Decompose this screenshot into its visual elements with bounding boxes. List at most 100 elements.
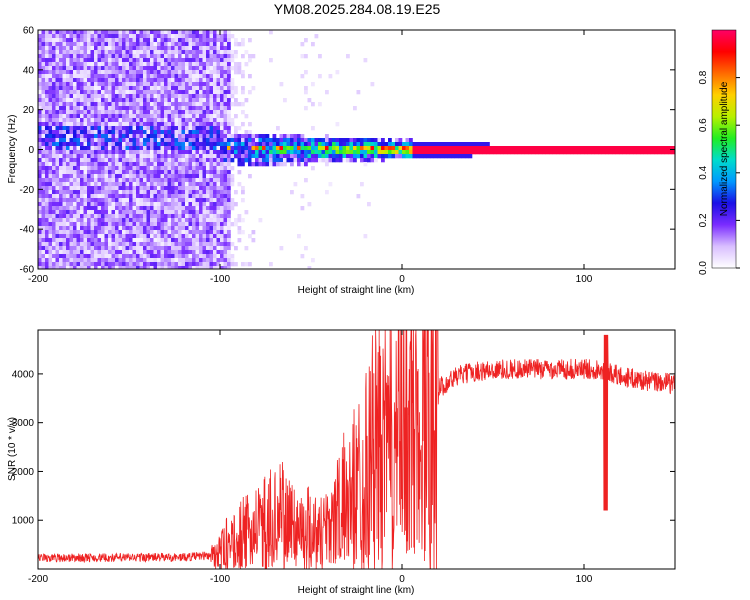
heatmap-cell-3971 bbox=[668, 146, 672, 151]
heatmap-cell-839 bbox=[83, 266, 88, 269]
heatmap-cell-3774 bbox=[402, 150, 406, 155]
heatmap-cell-2720 bbox=[195, 110, 200, 115]
heatmap-cell-1738 bbox=[136, 262, 140, 267]
heatmap-cell-1441 bbox=[122, 34, 126, 39]
heatmap-cell-3367 bbox=[237, 146, 242, 151]
heatmap-cell-2419 bbox=[178, 106, 182, 111]
heatmap-cell-2738 bbox=[195, 182, 200, 187]
heatmap-cell-2421 bbox=[178, 114, 182, 119]
heatmap-cell-2467 bbox=[181, 58, 186, 63]
heatmap-cell-3058 bbox=[213, 262, 217, 267]
heatmap-cell-2577 bbox=[185, 258, 189, 263]
heatmap-cell-2054 bbox=[157, 86, 161, 91]
heatmap-cell-1381 bbox=[118, 34, 123, 39]
heatmap-cell-583 bbox=[69, 202, 74, 207]
heatmap-cell-1715 bbox=[136, 170, 140, 175]
heatmap-cell-3260 bbox=[227, 110, 231, 115]
heatmap-cell-2636 bbox=[188, 254, 193, 259]
heatmap-cell-1049 bbox=[97, 146, 102, 151]
heatmap-cell-940 bbox=[90, 190, 95, 195]
heatmap-cell-595 bbox=[69, 250, 74, 255]
heatmap-cell-660 bbox=[76, 30, 81, 35]
heatmap-cell-668 bbox=[76, 62, 81, 67]
heatmap-cell-1551 bbox=[125, 234, 130, 239]
heatmap-cell-2727 bbox=[195, 138, 200, 143]
heatmap-cell-2562 bbox=[185, 198, 189, 203]
heatmap-cell-2745 bbox=[195, 210, 200, 215]
heatmap-cell-602 bbox=[73, 38, 77, 43]
heatmap-cell-2822 bbox=[202, 38, 207, 43]
heatmap-cell-2355 bbox=[174, 90, 179, 95]
heatmap-cell-1890 bbox=[146, 150, 151, 155]
heatmap-cell-3555 bbox=[297, 154, 301, 159]
heatmap-cell-3623 bbox=[318, 154, 322, 159]
heatmap-cell-1451 bbox=[122, 74, 126, 79]
heatmap-cell-3279 bbox=[227, 186, 231, 191]
heatmap-cell-38 bbox=[38, 182, 42, 187]
heatmap-cell-838 bbox=[83, 262, 88, 267]
heatmap-cell-3038 bbox=[213, 182, 217, 187]
heatmap-cell-2395 bbox=[174, 250, 179, 255]
heatmap-cell-706 bbox=[76, 214, 81, 219]
heatmap-cell-178 bbox=[45, 262, 49, 267]
heatmap-cell-407 bbox=[59, 218, 63, 223]
heatmap-cell-1225 bbox=[108, 130, 112, 135]
heatmap-cell-491 bbox=[66, 74, 70, 79]
heatmap-cell-558 bbox=[69, 102, 74, 107]
heatmap-cell-224 bbox=[48, 206, 53, 211]
heatmap-cell-438 bbox=[62, 102, 67, 107]
heatmap-cell-1236 bbox=[108, 174, 112, 179]
heatmap-cell-3530 bbox=[286, 150, 291, 155]
heatmap-cell-1334 bbox=[115, 86, 119, 91]
heatmap-cell-1903 bbox=[146, 202, 151, 207]
heatmap-cell-3054 bbox=[213, 246, 217, 251]
heatmap-cell-2532 bbox=[185, 78, 189, 83]
heatmap-cell-3706 bbox=[360, 154, 364, 159]
heatmap-cell-1514 bbox=[125, 86, 130, 91]
heatmap-cell-1028 bbox=[97, 62, 102, 67]
heatmap-cell-589 bbox=[69, 226, 74, 231]
heatmap-cell-292 bbox=[52, 238, 56, 243]
heatmap-cell-1680 bbox=[136, 30, 140, 35]
heatmap-cell-684 bbox=[76, 126, 81, 131]
heatmap-cell-2959 bbox=[209, 106, 214, 111]
heatmap-cell-1569 bbox=[129, 66, 133, 71]
heatmap-cell-3262 bbox=[227, 118, 231, 123]
heatmap-cell-2237 bbox=[167, 98, 172, 103]
heatmap-cell-1736 bbox=[136, 254, 140, 259]
heatmap-cell-2305 bbox=[171, 130, 175, 135]
heatmap-cell-1366 bbox=[115, 214, 119, 219]
heatmap-cell-2674 bbox=[192, 166, 196, 171]
heatmap-cell-1196 bbox=[104, 254, 109, 259]
heatmap-cell-1391 bbox=[118, 74, 123, 79]
heatmap-cell-1799 bbox=[139, 266, 144, 269]
heatmap-cell-3615 bbox=[314, 158, 319, 163]
heatmap-cell-2207 bbox=[164, 218, 168, 223]
heatmap-cell-464 bbox=[62, 206, 67, 211]
heatmap-cell-1943 bbox=[150, 122, 154, 127]
heatmap-cell-2086 bbox=[157, 214, 161, 219]
heatmap-cell-842 bbox=[87, 38, 91, 43]
heatmap-cell-2813 bbox=[199, 242, 203, 247]
heatmap-cell-453 bbox=[62, 162, 67, 167]
heatmap-cell-1007 bbox=[94, 218, 98, 223]
heatmap-cell-1092 bbox=[101, 78, 105, 83]
heatmap-cell-365 bbox=[59, 50, 63, 55]
heatmap-cell-1641 bbox=[132, 114, 137, 119]
heatmap-cell-2000 bbox=[153, 110, 158, 115]
heatmap-cell-2551 bbox=[185, 154, 189, 159]
heatmap-cell-2399 bbox=[174, 266, 179, 269]
heatmap-cell-53 bbox=[38, 242, 42, 247]
heatmap-cell-1382 bbox=[118, 38, 123, 43]
heatmap-cell-1978 bbox=[150, 262, 154, 267]
heatmap-cell-1771 bbox=[139, 154, 144, 159]
heatmap-cell-2010 bbox=[153, 150, 158, 155]
heatmap-cell-3634 bbox=[325, 142, 329, 147]
heatmap-cell-1757 bbox=[139, 98, 144, 103]
heatmap-cell-3524 bbox=[283, 158, 287, 163]
heatmap-cell-2868 bbox=[202, 222, 207, 227]
heatmap-cell-3361 bbox=[237, 70, 242, 75]
heatmap-cell-852 bbox=[87, 78, 91, 83]
heatmap-cell-3343 bbox=[234, 114, 238, 119]
